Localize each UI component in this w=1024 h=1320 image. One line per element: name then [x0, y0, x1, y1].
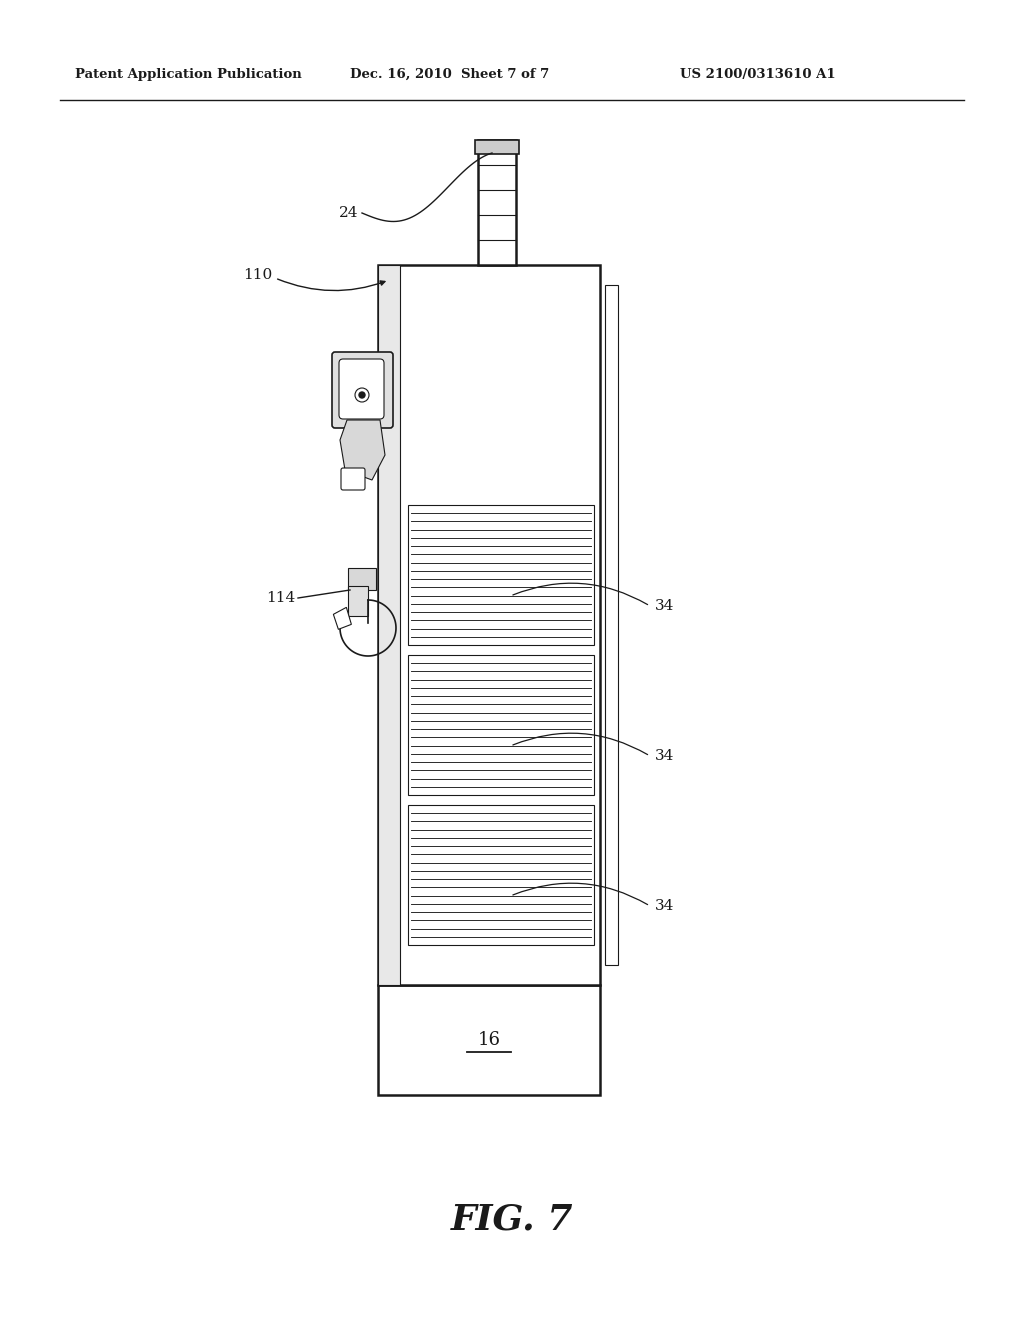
- Text: 110: 110: [243, 268, 272, 282]
- Polygon shape: [348, 568, 376, 590]
- Text: 16: 16: [477, 1031, 501, 1049]
- Text: 114: 114: [266, 591, 295, 605]
- FancyBboxPatch shape: [339, 359, 384, 418]
- Text: 24: 24: [339, 206, 358, 220]
- FancyBboxPatch shape: [332, 352, 393, 428]
- Polygon shape: [378, 265, 600, 985]
- Circle shape: [359, 392, 365, 399]
- Polygon shape: [378, 265, 400, 985]
- Polygon shape: [478, 140, 516, 265]
- Polygon shape: [408, 506, 594, 645]
- Text: US 2100/0313610 A1: US 2100/0313610 A1: [680, 69, 836, 81]
- Polygon shape: [475, 140, 519, 154]
- Polygon shape: [408, 805, 594, 945]
- FancyBboxPatch shape: [341, 469, 365, 490]
- Text: 34: 34: [655, 599, 675, 612]
- Text: 34: 34: [655, 748, 675, 763]
- Text: FIG. 7: FIG. 7: [451, 1203, 573, 1237]
- Polygon shape: [408, 655, 594, 795]
- Polygon shape: [348, 586, 368, 616]
- Polygon shape: [378, 985, 600, 1096]
- Text: Dec. 16, 2010  Sheet 7 of 7: Dec. 16, 2010 Sheet 7 of 7: [350, 69, 549, 81]
- Polygon shape: [605, 285, 618, 965]
- Text: 34: 34: [655, 899, 675, 913]
- Text: Patent Application Publication: Patent Application Publication: [75, 69, 302, 81]
- Polygon shape: [340, 420, 385, 480]
- Polygon shape: [334, 607, 351, 630]
